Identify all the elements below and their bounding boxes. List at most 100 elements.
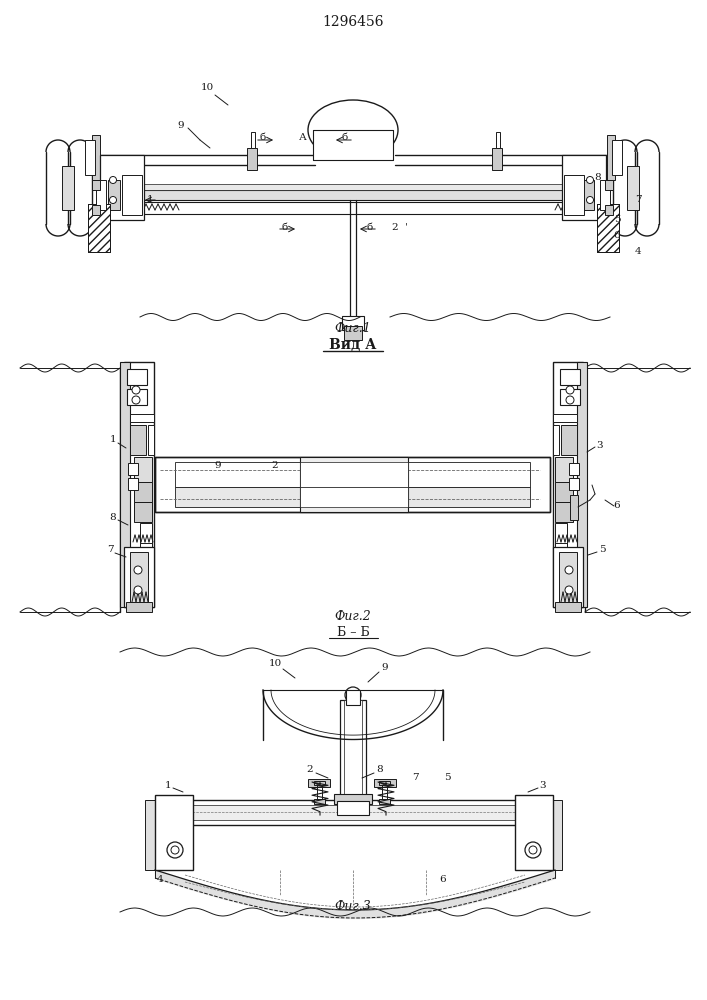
Text: 4: 4 bbox=[157, 876, 163, 884]
Circle shape bbox=[529, 846, 537, 854]
Text: 7: 7 bbox=[411, 774, 419, 782]
Text: Фиг.2: Фиг.2 bbox=[334, 610, 371, 624]
Text: б: б bbox=[260, 133, 266, 142]
Text: 10: 10 bbox=[269, 658, 281, 668]
Text: 5: 5 bbox=[599, 546, 605, 554]
Bar bbox=[314, 799, 325, 804]
Circle shape bbox=[587, 196, 593, 204]
Bar bbox=[140, 523, 152, 545]
Bar bbox=[600, 180, 610, 210]
Bar bbox=[627, 166, 639, 210]
Bar bbox=[148, 425, 154, 455]
Bar bbox=[127, 389, 147, 405]
Circle shape bbox=[171, 846, 179, 854]
Text: 9: 9 bbox=[215, 460, 221, 470]
Text: 3: 3 bbox=[597, 440, 603, 450]
Text: б: б bbox=[367, 223, 373, 232]
Bar bbox=[340, 700, 366, 800]
Bar bbox=[300, 487, 408, 507]
Text: 3: 3 bbox=[539, 780, 547, 790]
Bar bbox=[515, 795, 553, 870]
Bar bbox=[300, 457, 408, 512]
Bar bbox=[560, 369, 580, 385]
Text: ': ' bbox=[404, 223, 407, 232]
Bar bbox=[128, 463, 138, 475]
Bar bbox=[128, 478, 138, 490]
Bar bbox=[62, 166, 74, 210]
Circle shape bbox=[345, 687, 361, 703]
Bar bbox=[175, 462, 530, 487]
Text: Фиг.1: Фиг.1 bbox=[334, 322, 371, 334]
Text: 1296456: 1296456 bbox=[322, 15, 384, 29]
Bar bbox=[344, 700, 362, 800]
Bar bbox=[562, 155, 606, 220]
Bar bbox=[559, 552, 577, 602]
Bar bbox=[140, 543, 152, 565]
Text: 2: 2 bbox=[271, 460, 279, 470]
Text: 6: 6 bbox=[440, 876, 446, 884]
Text: 9: 9 bbox=[177, 120, 185, 129]
Bar bbox=[560, 389, 580, 405]
Ellipse shape bbox=[347, 691, 359, 699]
Polygon shape bbox=[545, 800, 562, 870]
Bar bbox=[124, 362, 154, 607]
Bar bbox=[492, 148, 502, 170]
Circle shape bbox=[566, 386, 574, 394]
Circle shape bbox=[134, 586, 142, 594]
Text: 7: 7 bbox=[635, 196, 641, 205]
Bar bbox=[120, 362, 130, 607]
Polygon shape bbox=[145, 800, 158, 870]
Bar bbox=[605, 205, 613, 215]
Text: 2: 2 bbox=[307, 766, 313, 774]
Bar bbox=[155, 795, 193, 870]
Bar bbox=[555, 602, 581, 612]
Bar bbox=[100, 155, 144, 220]
Bar bbox=[180, 805, 525, 820]
Bar bbox=[337, 801, 369, 815]
Bar bbox=[553, 414, 577, 422]
Bar bbox=[334, 794, 372, 804]
Circle shape bbox=[132, 396, 140, 404]
Bar bbox=[88, 204, 110, 252]
Text: 6: 6 bbox=[614, 231, 620, 239]
Bar bbox=[108, 180, 120, 210]
Bar bbox=[564, 175, 584, 215]
Bar bbox=[308, 779, 330, 787]
Text: 1: 1 bbox=[110, 436, 117, 444]
Bar bbox=[140, 184, 570, 190]
Circle shape bbox=[110, 196, 117, 204]
Circle shape bbox=[167, 842, 183, 858]
Bar bbox=[344, 326, 362, 340]
Bar bbox=[130, 425, 146, 455]
Text: 1: 1 bbox=[165, 780, 171, 790]
Text: 5: 5 bbox=[444, 774, 450, 782]
Bar bbox=[251, 132, 255, 148]
Bar bbox=[127, 369, 147, 385]
Bar bbox=[314, 781, 325, 785]
Text: б: б bbox=[282, 223, 288, 232]
Bar bbox=[313, 130, 393, 160]
Bar bbox=[92, 205, 100, 215]
Bar bbox=[134, 457, 152, 482]
Bar bbox=[597, 204, 619, 252]
Ellipse shape bbox=[308, 100, 398, 160]
Text: Фиг.3: Фиг.3 bbox=[334, 900, 371, 914]
Bar bbox=[155, 457, 550, 512]
Text: 9: 9 bbox=[382, 664, 388, 672]
Circle shape bbox=[587, 176, 593, 184]
Bar bbox=[553, 425, 559, 455]
Bar bbox=[130, 552, 148, 602]
Bar bbox=[561, 425, 577, 455]
Bar bbox=[96, 180, 106, 210]
Bar bbox=[134, 502, 152, 522]
Text: б: б bbox=[342, 133, 348, 142]
Bar bbox=[612, 140, 622, 175]
Bar bbox=[140, 190, 570, 200]
Bar bbox=[342, 316, 364, 330]
Circle shape bbox=[566, 396, 574, 404]
Bar bbox=[496, 132, 500, 148]
Bar bbox=[88, 204, 110, 252]
Bar bbox=[569, 463, 579, 475]
Text: 5: 5 bbox=[614, 216, 620, 225]
Circle shape bbox=[565, 566, 573, 574]
